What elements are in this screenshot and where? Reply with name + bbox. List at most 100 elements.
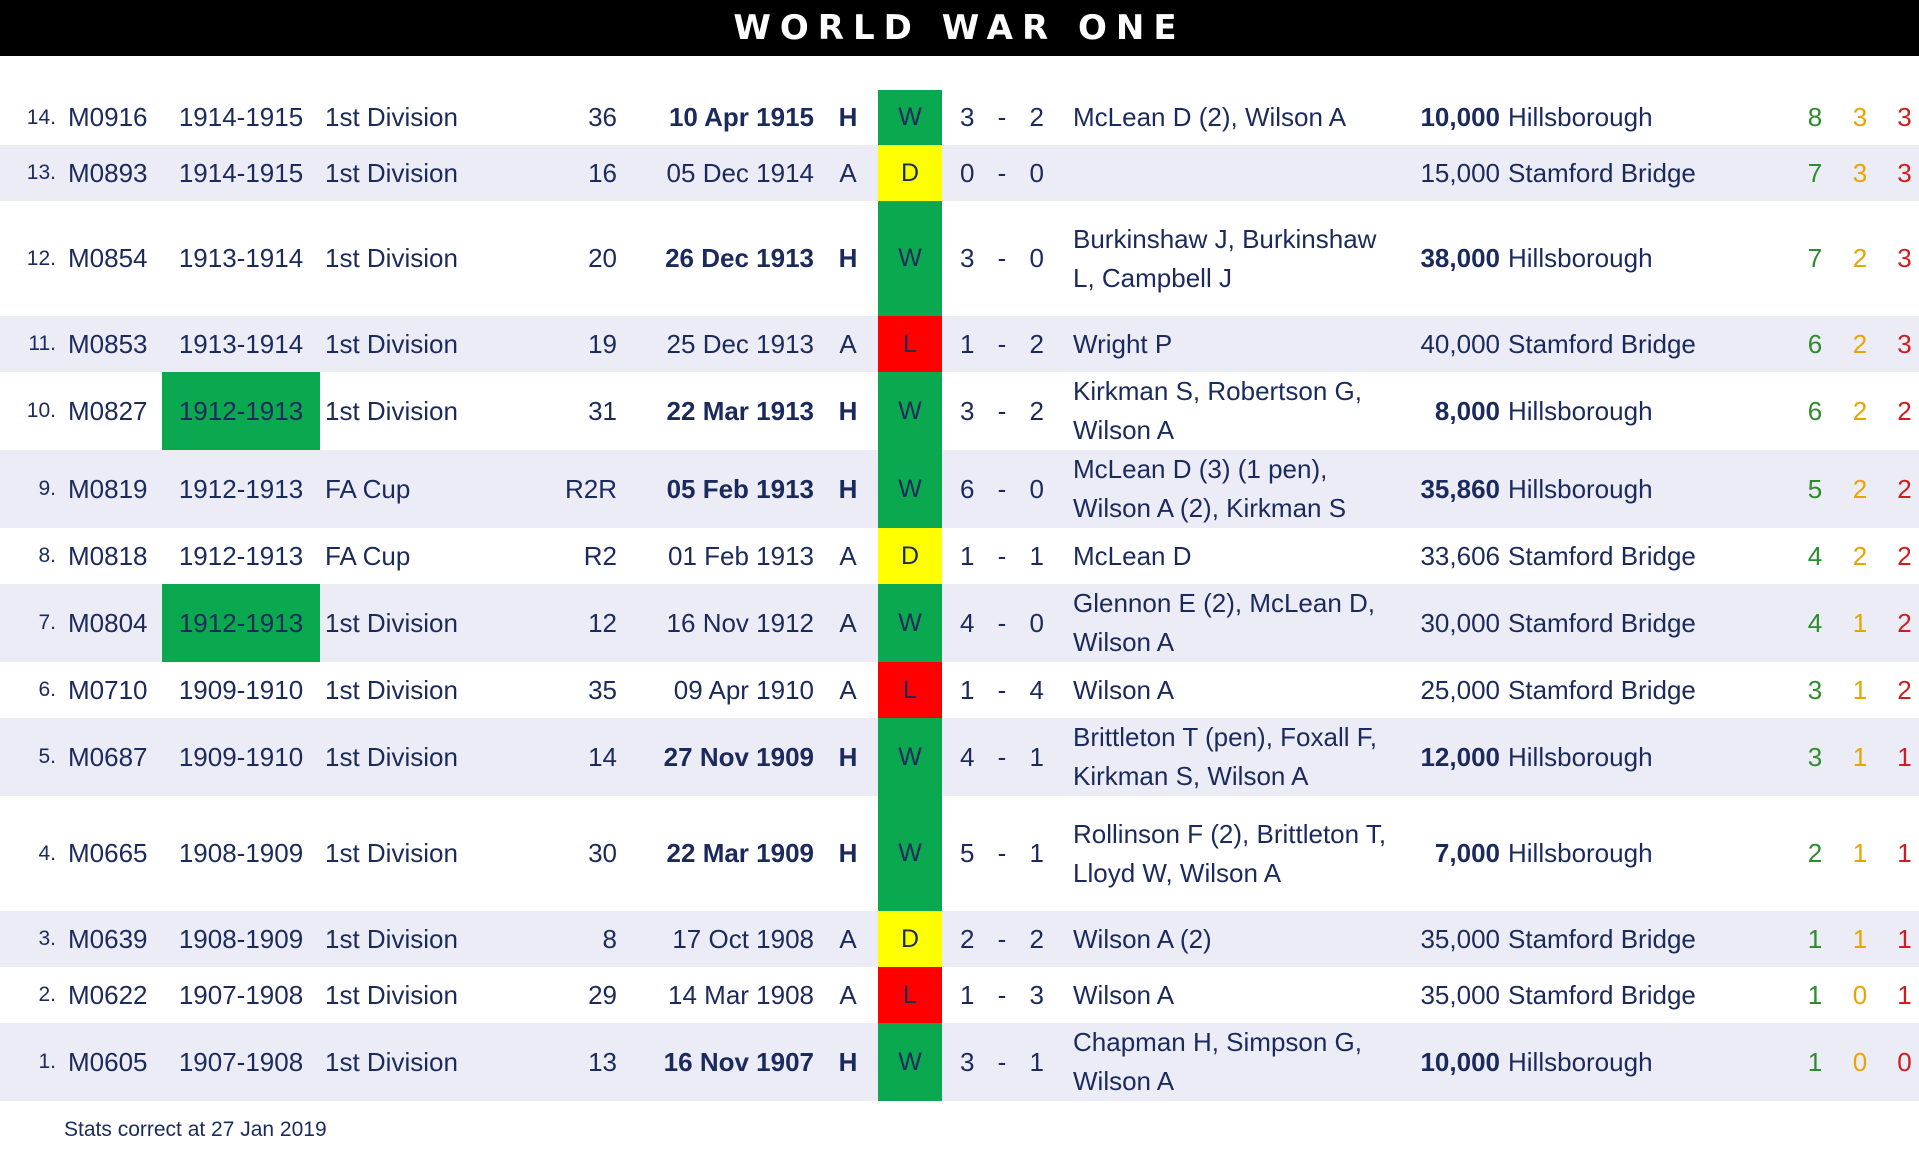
competition: 1st Division xyxy=(325,838,458,868)
round: 13 xyxy=(588,1046,617,1077)
score: 2-2 xyxy=(960,911,1044,967)
result-badge: L xyxy=(878,316,942,372)
row-number: 10. xyxy=(26,399,56,422)
competition: 1st Division xyxy=(325,607,458,638)
venue: H xyxy=(838,741,858,772)
wins-count: 1 xyxy=(1807,1046,1823,1077)
wins-count: 7 xyxy=(1807,243,1823,273)
ground: Stamford Bridge xyxy=(1508,157,1696,188)
draws-count: 3 xyxy=(1852,102,1868,132)
venue: A xyxy=(839,674,857,705)
table-row: 14. M0916 1914-1915 1st Division 36 10 Apr 19… xyxy=(0,90,1919,145)
draws-count: 1 xyxy=(1852,923,1868,954)
round: 35 xyxy=(588,674,617,705)
home-score: 4 xyxy=(960,741,975,772)
match-id: M0827 xyxy=(68,395,148,426)
losses-count: 3 xyxy=(1897,328,1912,359)
wins-count: 4 xyxy=(1807,540,1823,571)
venue: H xyxy=(838,838,858,868)
round: 12 xyxy=(588,607,617,638)
home-score: 1 xyxy=(960,674,975,705)
round: 20 xyxy=(588,243,617,273)
scorers: Glennon E (2), McLean D, Wilson A xyxy=(1073,588,1376,657)
season: 1912-1913 xyxy=(162,584,320,662)
venue: A xyxy=(839,540,857,571)
home-score: 4 xyxy=(960,607,975,638)
result-badge: L xyxy=(878,967,942,1023)
result-badge: L xyxy=(878,662,942,718)
season: 1907-1908 xyxy=(178,979,304,1010)
result-badge: D xyxy=(878,145,942,201)
wins-count: 6 xyxy=(1807,395,1823,426)
ground: Stamford Bridge xyxy=(1508,979,1696,1010)
score-separator: - xyxy=(997,540,1007,571)
score: 4-1 xyxy=(960,718,1044,796)
season: 1913-1914 xyxy=(178,243,304,273)
competition: 1st Division xyxy=(325,979,458,1010)
losses-count: 2 xyxy=(1897,607,1912,638)
score: 3-2 xyxy=(960,90,1044,145)
result-badge: W xyxy=(878,718,942,796)
wins-count: 5 xyxy=(1807,473,1823,504)
venue: H xyxy=(838,243,858,273)
season: 1909-1910 xyxy=(178,674,304,705)
wins-count: 3 xyxy=(1807,741,1823,772)
attendance: 25,000 xyxy=(1420,674,1500,705)
season: 1912-1913 xyxy=(178,473,304,504)
season: 1912-1913 xyxy=(162,372,320,450)
match-id: M0853 xyxy=(68,328,148,359)
home-score: 1 xyxy=(960,328,975,359)
score-separator: - xyxy=(997,395,1007,426)
ground: Stamford Bridge xyxy=(1508,923,1696,954)
row-number: 11. xyxy=(28,332,56,355)
table-row: 13. M0893 1914-1915 1st Division 16 05 Dec 19… xyxy=(0,145,1919,201)
losses-count: 2 xyxy=(1897,473,1912,504)
round: R2 xyxy=(583,540,617,571)
round: 36 xyxy=(588,102,617,132)
scorers: McLean D xyxy=(1073,540,1192,571)
draws-count: 2 xyxy=(1852,243,1868,273)
row-number: 9. xyxy=(38,477,56,500)
losses-count: 2 xyxy=(1897,540,1912,571)
venue: A xyxy=(839,157,857,188)
page-title-bar: WORLD WAR ONE xyxy=(0,0,1919,56)
row-number: 12. xyxy=(26,246,56,270)
draws-count: 2 xyxy=(1852,540,1868,571)
venue: A xyxy=(839,328,857,359)
score-separator: - xyxy=(997,328,1007,359)
match-id: M0804 xyxy=(68,607,148,638)
scorers: Brittleton T (pen), Foxall F, Kirkman S,… xyxy=(1073,722,1377,791)
score-separator: - xyxy=(997,607,1007,638)
match-id: M0639 xyxy=(68,923,148,954)
match-date: 27 Nov 1909 xyxy=(663,741,814,772)
draws-count: 1 xyxy=(1852,741,1868,772)
home-score: 3 xyxy=(960,102,975,132)
match-date: 10 Apr 1915 xyxy=(668,102,814,132)
result-badge: D xyxy=(878,911,942,967)
match-id: M0622 xyxy=(68,979,148,1010)
wins-count: 4 xyxy=(1807,607,1823,638)
draws-count: 3 xyxy=(1852,157,1868,188)
scorers: Rollinson F (2), Brittleton T, Lloyd W, … xyxy=(1073,818,1387,888)
match-id: M0916 xyxy=(68,102,148,132)
attendance: 33,606 xyxy=(1420,540,1500,571)
losses-count: 1 xyxy=(1897,923,1912,954)
ground: Hillsborough xyxy=(1508,243,1653,273)
match-id: M0818 xyxy=(68,540,148,571)
away-score: 2 xyxy=(1029,328,1044,359)
attendance: 15,000 xyxy=(1420,157,1500,188)
score: 1-4 xyxy=(960,662,1044,718)
match-date: 25 Dec 1913 xyxy=(666,328,814,359)
away-score: 0 xyxy=(1029,157,1044,188)
scorers: Kirkman S, Robertson G, Wilson A xyxy=(1073,376,1362,445)
attendance: 8,000 xyxy=(1434,395,1500,426)
wins-count: 1 xyxy=(1807,979,1823,1010)
row-number: 13. xyxy=(26,161,56,184)
competition: 1st Division xyxy=(325,741,458,772)
venue: H xyxy=(838,102,858,132)
away-score: 3 xyxy=(1029,979,1044,1010)
score: 1-3 xyxy=(960,967,1044,1023)
match-id: M0854 xyxy=(68,243,148,273)
away-score: 0 xyxy=(1029,243,1044,273)
losses-count: 1 xyxy=(1897,979,1912,1010)
